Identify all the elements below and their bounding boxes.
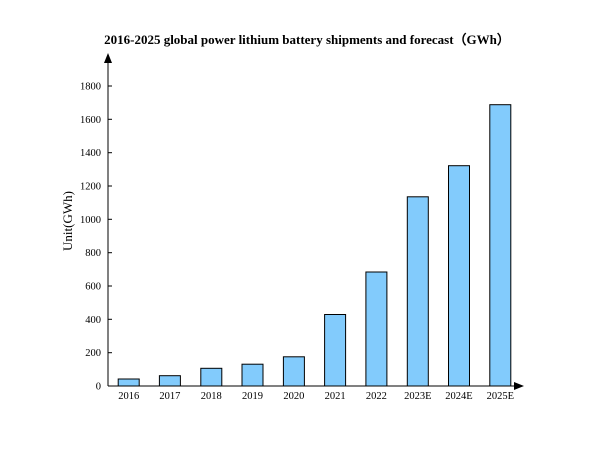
y-ticks-group: 0 200 400 600 800 1000 1200 1400 1600 1800 xyxy=(80,82,112,393)
bar-2022 xyxy=(365,271,388,387)
x-tick-label: 2017 xyxy=(159,391,180,402)
x-axis-arrow xyxy=(514,382,524,390)
y-tick-label: 1000 xyxy=(80,215,101,226)
y-tick-label: 1200 xyxy=(80,182,101,193)
y-tick-label: 600 xyxy=(85,282,101,293)
y-tick-label: 200 xyxy=(85,348,101,359)
bar-2020 xyxy=(282,356,305,387)
y-tick-label: 400 xyxy=(85,315,101,326)
y-tick-label: 800 xyxy=(85,248,101,259)
x-tick-label: 2016 xyxy=(118,391,139,402)
bar-2017 xyxy=(158,375,181,387)
bar-2023E xyxy=(406,196,429,387)
x-tick-label: 2021 xyxy=(325,391,346,402)
chart-title: 2016-2025 global power lithium battery s… xyxy=(104,32,510,47)
bars-group xyxy=(117,104,512,387)
y-tick-label: 1800 xyxy=(80,82,101,93)
bar-2025E xyxy=(489,104,512,387)
bar-2019 xyxy=(241,363,264,387)
x-tick-label: 2025E xyxy=(487,391,514,402)
y-tick-label: 0 xyxy=(96,382,101,393)
y-axis-label: Unit(GWh) xyxy=(60,191,75,251)
x-tick-label: 2019 xyxy=(242,391,263,402)
y-tick-label: 1400 xyxy=(80,148,101,159)
bar-2021 xyxy=(324,314,347,387)
x-ticks-group: 2016 2017 2018 2019 2020 2021 2022 2023E 2024E 20… xyxy=(118,391,514,402)
x-tick-label: 2023E xyxy=(404,391,431,402)
x-tick-label: 2020 xyxy=(283,391,304,402)
bar-2016 xyxy=(117,378,140,387)
x-tick-label: 2018 xyxy=(201,391,222,402)
y-axis-arrow xyxy=(104,53,112,63)
y-tick-label: 1600 xyxy=(80,115,101,126)
x-tick-label: 2022 xyxy=(366,391,387,402)
bar-2024E xyxy=(448,165,470,387)
x-tick-label: 2024E xyxy=(445,391,472,402)
bar-2018 xyxy=(200,367,223,387)
